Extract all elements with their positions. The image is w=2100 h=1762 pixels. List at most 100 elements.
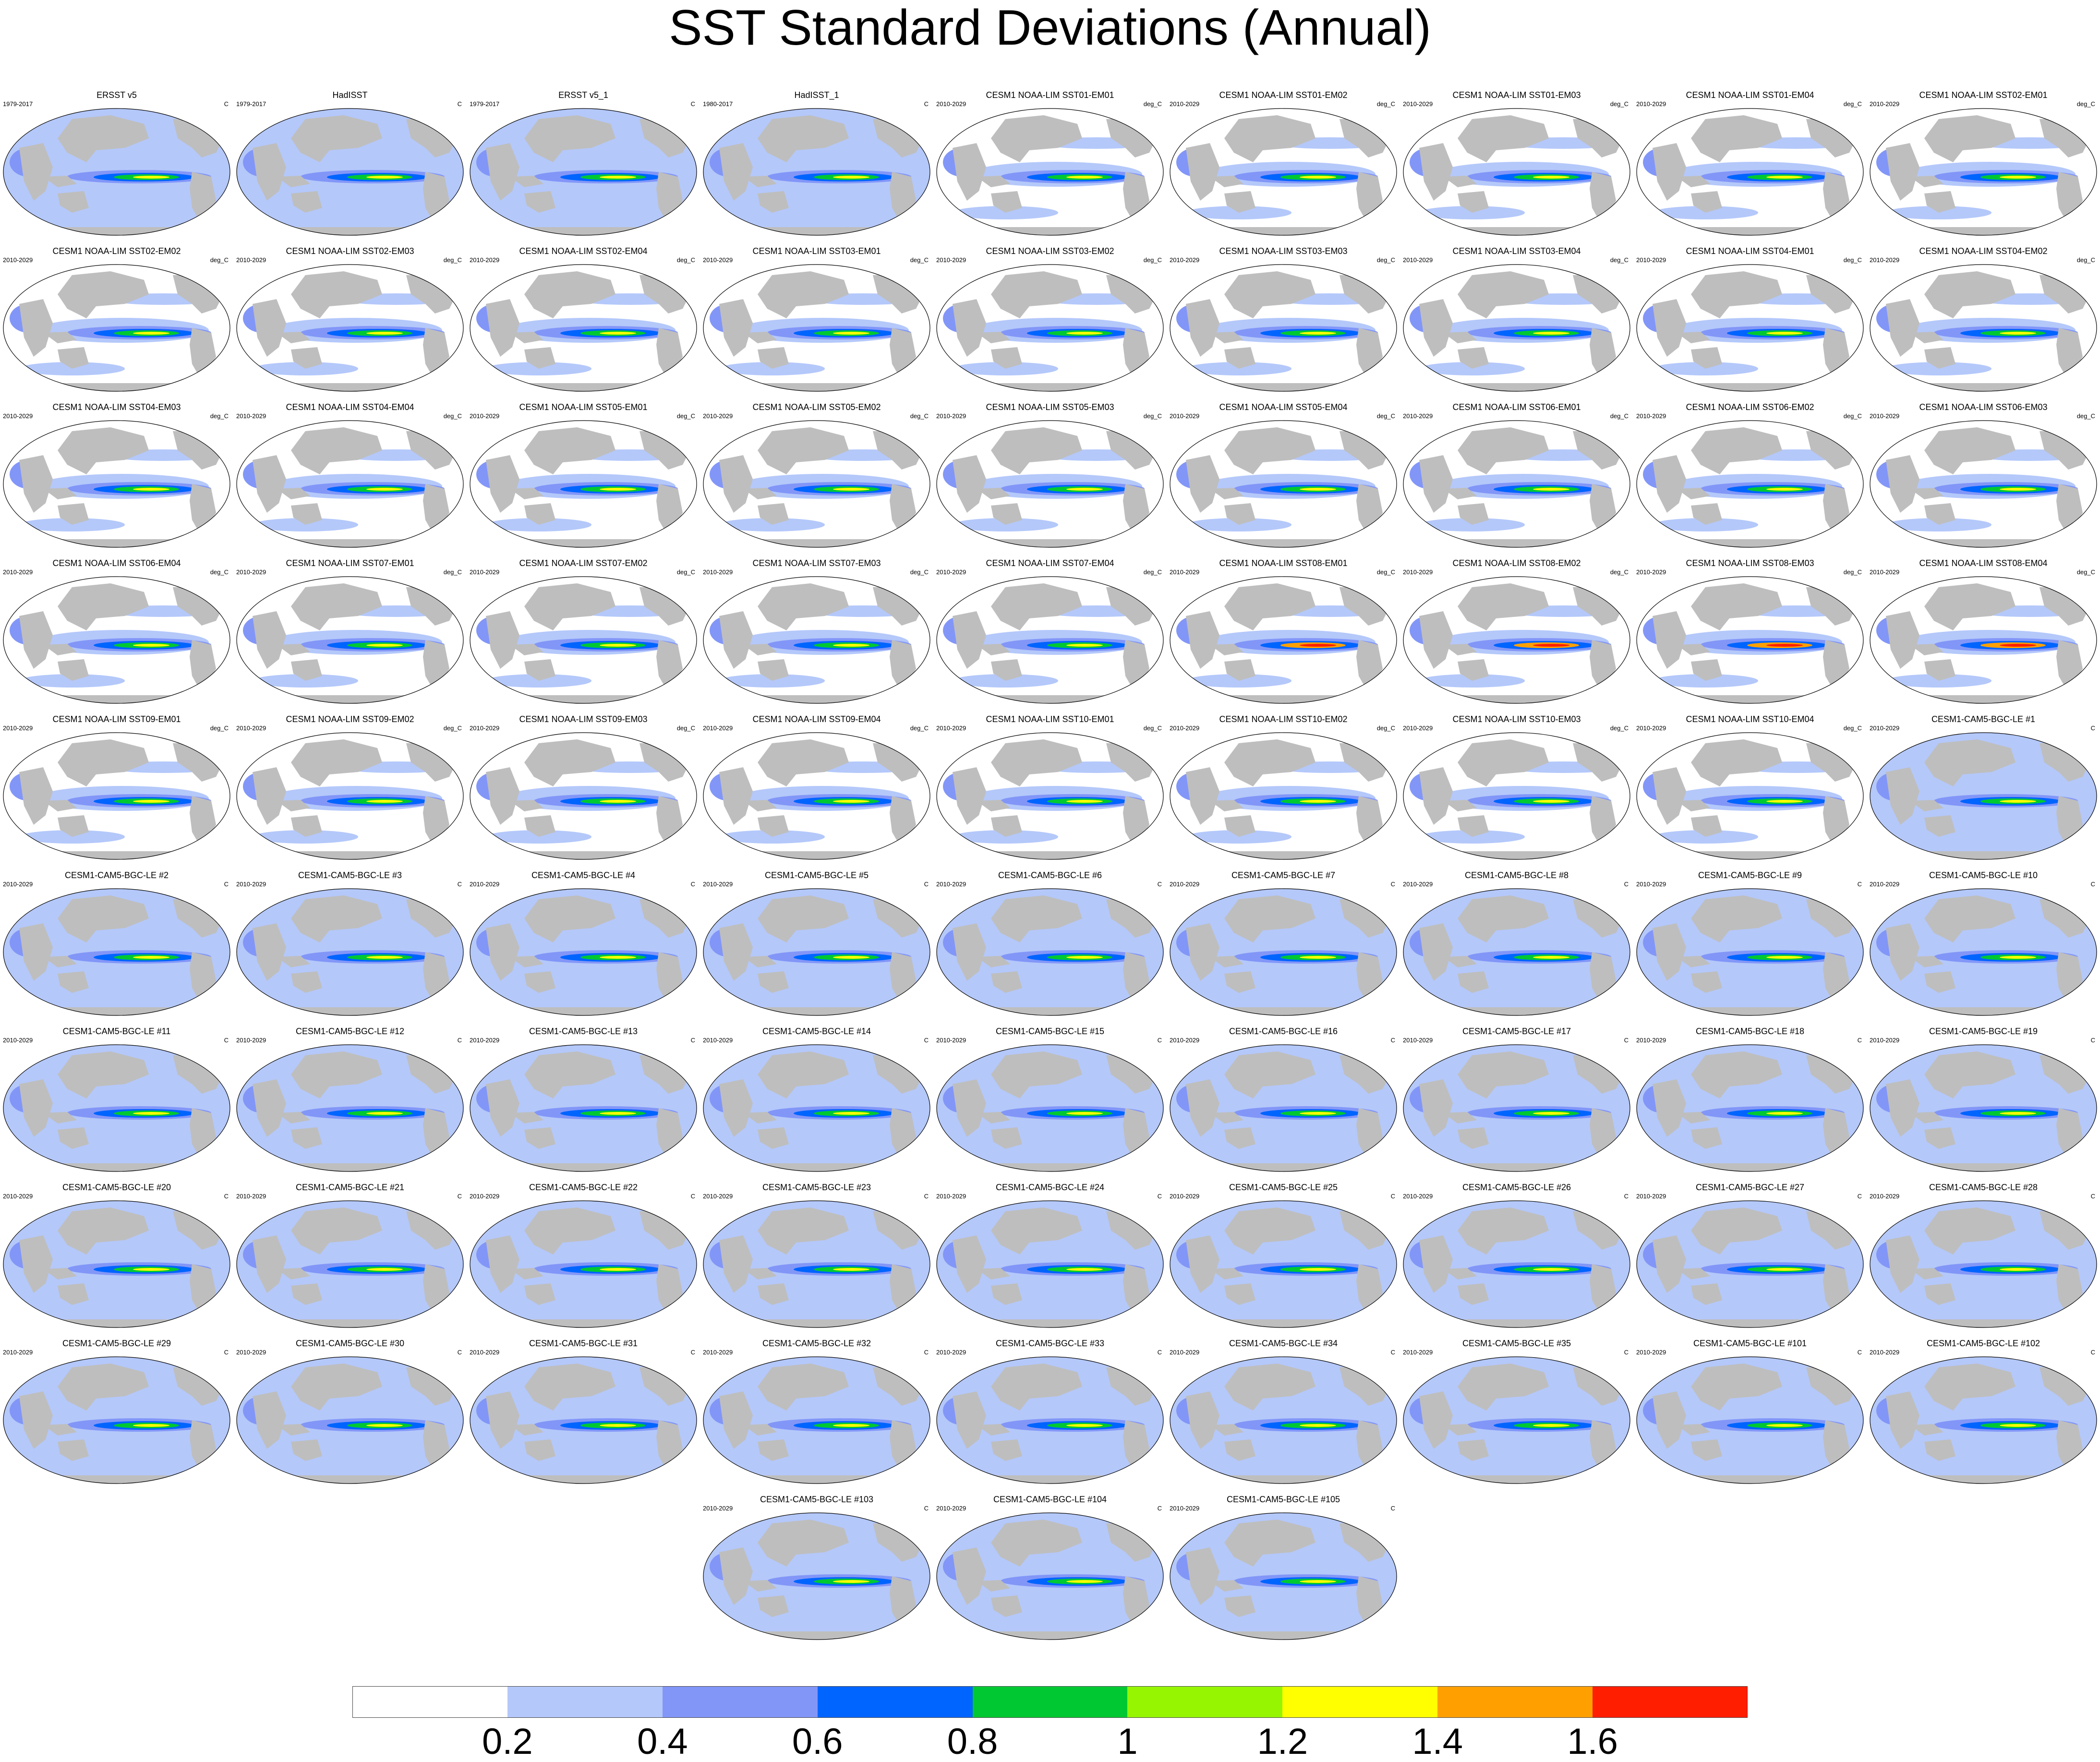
panel-period: 2010-2029 bbox=[236, 256, 266, 264]
panel-units: C bbox=[457, 1349, 462, 1356]
panel-units: C bbox=[924, 1349, 929, 1356]
map-panel: CESM1 NOAA-LIM SST09-EM02 2010-2029 deg_… bbox=[233, 710, 467, 863]
map-panel: CESM1 NOAA-LIM SST02-EM04 2010-2029 deg_… bbox=[467, 241, 700, 395]
map-panel: CESM1-CAM5-BGC-LE #22 2010-2029 C bbox=[467, 1178, 700, 1331]
panel-title: CESM1-CAM5-BGC-LE #12 bbox=[295, 1026, 405, 1036]
map-panel: CESM1 NOAA-LIM SST10-EM04 2010-2029 deg_… bbox=[1633, 710, 1867, 863]
panel-units: C bbox=[1390, 881, 1395, 888]
panel-title: CESM1-CAM5-BGC-LE #30 bbox=[295, 1339, 405, 1348]
panel-period: 2010-2029 bbox=[703, 881, 733, 888]
panel-units: C bbox=[2090, 881, 2095, 888]
panel-units: deg_C bbox=[676, 568, 695, 576]
panel-units: deg_C bbox=[1843, 724, 1862, 732]
panel-title: CESM1 NOAA-LIM SST02-EM03 bbox=[286, 246, 414, 256]
panel-period: 2010-2029 bbox=[936, 568, 966, 576]
panel-period: 2010-2029 bbox=[703, 724, 733, 732]
panel-units: C bbox=[457, 881, 462, 888]
panel-units: deg_C bbox=[1376, 724, 1395, 732]
map-panel: CESM1-CAM5-BGC-LE #10 2010-2029 C bbox=[1867, 866, 2100, 1019]
map-panel: CESM1 NOAA-LIM SST01-EM03 2010-2029 deg_… bbox=[1400, 85, 1633, 239]
panel-period: 2010-2029 bbox=[236, 412, 266, 420]
map-panel: HadISST_1 1980-2017 C bbox=[700, 85, 933, 239]
panel-period: 2010-2029 bbox=[1170, 881, 1200, 888]
panel-period: 2010-2029 bbox=[470, 1349, 500, 1356]
panel-period: 2010-2029 bbox=[470, 724, 500, 732]
map-panel: CESM1-CAM5-BGC-LE #104 2010-2029 C bbox=[933, 1490, 1167, 1643]
panel-period: 2010-2029 bbox=[703, 568, 733, 576]
panel-units: C bbox=[1624, 881, 1629, 888]
map-panel: CESM1-CAM5-BGC-LE #103 2010-2029 C bbox=[700, 1490, 933, 1643]
map-panel: CESM1 NOAA-LIM SST06-EM01 2010-2029 deg_… bbox=[1400, 398, 1633, 551]
colorbar-swatch bbox=[1437, 1686, 1593, 1718]
panel-period: 2010-2029 bbox=[1170, 1505, 1200, 1512]
panel-period: 2010-2029 bbox=[936, 412, 966, 420]
map-panel: CESM1-CAM5-BGC-LE #101 2010-2029 C bbox=[1633, 1334, 1867, 1487]
panel-title: CESM1 NOAA-LIM SST07-EM01 bbox=[286, 558, 414, 568]
panel-units: deg_C bbox=[1143, 412, 1162, 420]
page-title: SST Standard Deviations (Annual) bbox=[669, 0, 1431, 56]
panel-title: CESM1-CAM5-BGC-LE #31 bbox=[529, 1339, 638, 1348]
panel-period: 2010-2029 bbox=[1870, 412, 1900, 420]
map-panel: CESM1-CAM5-BGC-LE #15 2010-2029 C bbox=[933, 1022, 1167, 1175]
colorbar-tick-label: 0.6 bbox=[792, 1721, 843, 1762]
panel-units: C bbox=[1157, 1505, 1162, 1512]
panel-period: 1979-2017 bbox=[3, 100, 33, 108]
panel-title: CESM1 NOAA-LIM SST09-EM01 bbox=[52, 714, 181, 724]
panel-title: CESM1 NOAA-LIM SST06-EM02 bbox=[1686, 402, 1814, 412]
panel-units: deg_C bbox=[910, 256, 929, 264]
panel-title: CESM1-CAM5-BGC-LE #19 bbox=[1929, 1026, 2038, 1036]
map-panel: CESM1-CAM5-BGC-LE #32 2010-2029 C bbox=[700, 1334, 933, 1487]
panel-period: 2010-2029 bbox=[1636, 100, 1666, 108]
panel-period: 2010-2029 bbox=[936, 724, 966, 732]
panel-title: CESM1 NOAA-LIM SST03-EM04 bbox=[1452, 246, 1581, 256]
panel-title: CESM1-CAM5-BGC-LE #21 bbox=[295, 1183, 405, 1192]
panel-title: CESM1 NOAA-LIM SST10-EM01 bbox=[986, 714, 1114, 724]
map-panel: CESM1-CAM5-BGC-LE #20 2010-2029 C bbox=[0, 1178, 233, 1331]
panel-period: 2010-2029 bbox=[1170, 568, 1200, 576]
map-panel: CESM1-CAM5-BGC-LE #2 2010-2029 C bbox=[0, 866, 233, 1019]
panel-units: C bbox=[1857, 1349, 1862, 1356]
map-panel: ERSST v5_1 1979-2017 C bbox=[467, 85, 700, 239]
panel-units: C bbox=[1390, 1505, 1395, 1512]
panel-units: C bbox=[2090, 1349, 2095, 1356]
panel-title: CESM1-CAM5-BGC-LE #22 bbox=[529, 1183, 638, 1192]
panel-units: deg_C bbox=[210, 568, 229, 576]
colorbar-swatch bbox=[1282, 1686, 1438, 1718]
panel-title: CESM1 NOAA-LIM SST08-EM03 bbox=[1686, 558, 1814, 568]
colorbar-tick-label: 1.4 bbox=[1412, 1721, 1463, 1762]
panel-units: C bbox=[690, 1349, 695, 1356]
panel-period: 1979-2017 bbox=[236, 100, 266, 108]
colorbar-tick-label: 0.2 bbox=[482, 1721, 533, 1762]
panel-period: 2010-2029 bbox=[1636, 256, 1666, 264]
map-panel: CESM1-CAM5-BGC-LE #13 2010-2029 C bbox=[467, 1022, 700, 1175]
map-panel: CESM1-CAM5-BGC-LE #12 2010-2029 C bbox=[233, 1022, 467, 1175]
map-panel: CESM1-CAM5-BGC-LE #21 2010-2029 C bbox=[233, 1178, 467, 1331]
panel-title: CESM1-CAM5-BGC-LE #23 bbox=[762, 1183, 871, 1192]
panel-title: CESM1 NOAA-LIM SST03-EM03 bbox=[1219, 246, 1348, 256]
panel-title: CESM1-CAM5-BGC-LE #25 bbox=[1229, 1183, 1338, 1192]
map-panel: CESM1 NOAA-LIM SST07-EM04 2010-2029 deg_… bbox=[933, 554, 1167, 707]
panel-title: CESM1 NOAA-LIM SST10-EM03 bbox=[1452, 714, 1581, 724]
map-panel: CESM1-CAM5-BGC-LE #28 2010-2029 C bbox=[1867, 1178, 2100, 1331]
panel-title: CESM1 NOAA-LIM SST06-EM04 bbox=[52, 558, 181, 568]
panel-title: CESM1 NOAA-LIM SST09-EM02 bbox=[286, 714, 414, 724]
panel-title: CESM1 NOAA-LIM SST10-EM02 bbox=[1219, 714, 1348, 724]
map-panel: CESM1 NOAA-LIM SST09-EM01 2010-2029 deg_… bbox=[0, 710, 233, 863]
map-panel: CESM1 NOAA-LIM SST01-EM04 2010-2029 deg_… bbox=[1633, 85, 1867, 239]
panel-period: 2010-2029 bbox=[936, 256, 966, 264]
panel-title: ERSST v5 bbox=[97, 90, 137, 100]
panel-units: C bbox=[690, 1193, 695, 1200]
panel-units: deg_C bbox=[443, 256, 462, 264]
colorbar-tick-label: 0.8 bbox=[947, 1721, 998, 1762]
map-panel: CESM1 NOAA-LIM SST10-EM03 2010-2029 deg_… bbox=[1400, 710, 1633, 863]
panel-units: deg_C bbox=[1610, 724, 1629, 732]
map-panel: CESM1 NOAA-LIM SST08-EM03 2010-2029 deg_… bbox=[1633, 554, 1867, 707]
map-panel: CESM1-CAM5-BGC-LE #18 2010-2029 C bbox=[1633, 1022, 1867, 1175]
panel-title: CESM1 NOAA-LIM SST07-EM04 bbox=[986, 558, 1114, 568]
map-panel: CESM1-CAM5-BGC-LE #1 2010-2029 C bbox=[1867, 710, 2100, 863]
panel-title: CESM1-CAM5-BGC-LE #3 bbox=[298, 870, 402, 880]
panel-period: 2010-2029 bbox=[1403, 256, 1433, 264]
map-panel: CESM1 NOAA-LIM SST03-EM01 2010-2029 deg_… bbox=[700, 241, 933, 395]
panel-units: C bbox=[457, 1193, 462, 1200]
panel-units: C bbox=[457, 1037, 462, 1044]
